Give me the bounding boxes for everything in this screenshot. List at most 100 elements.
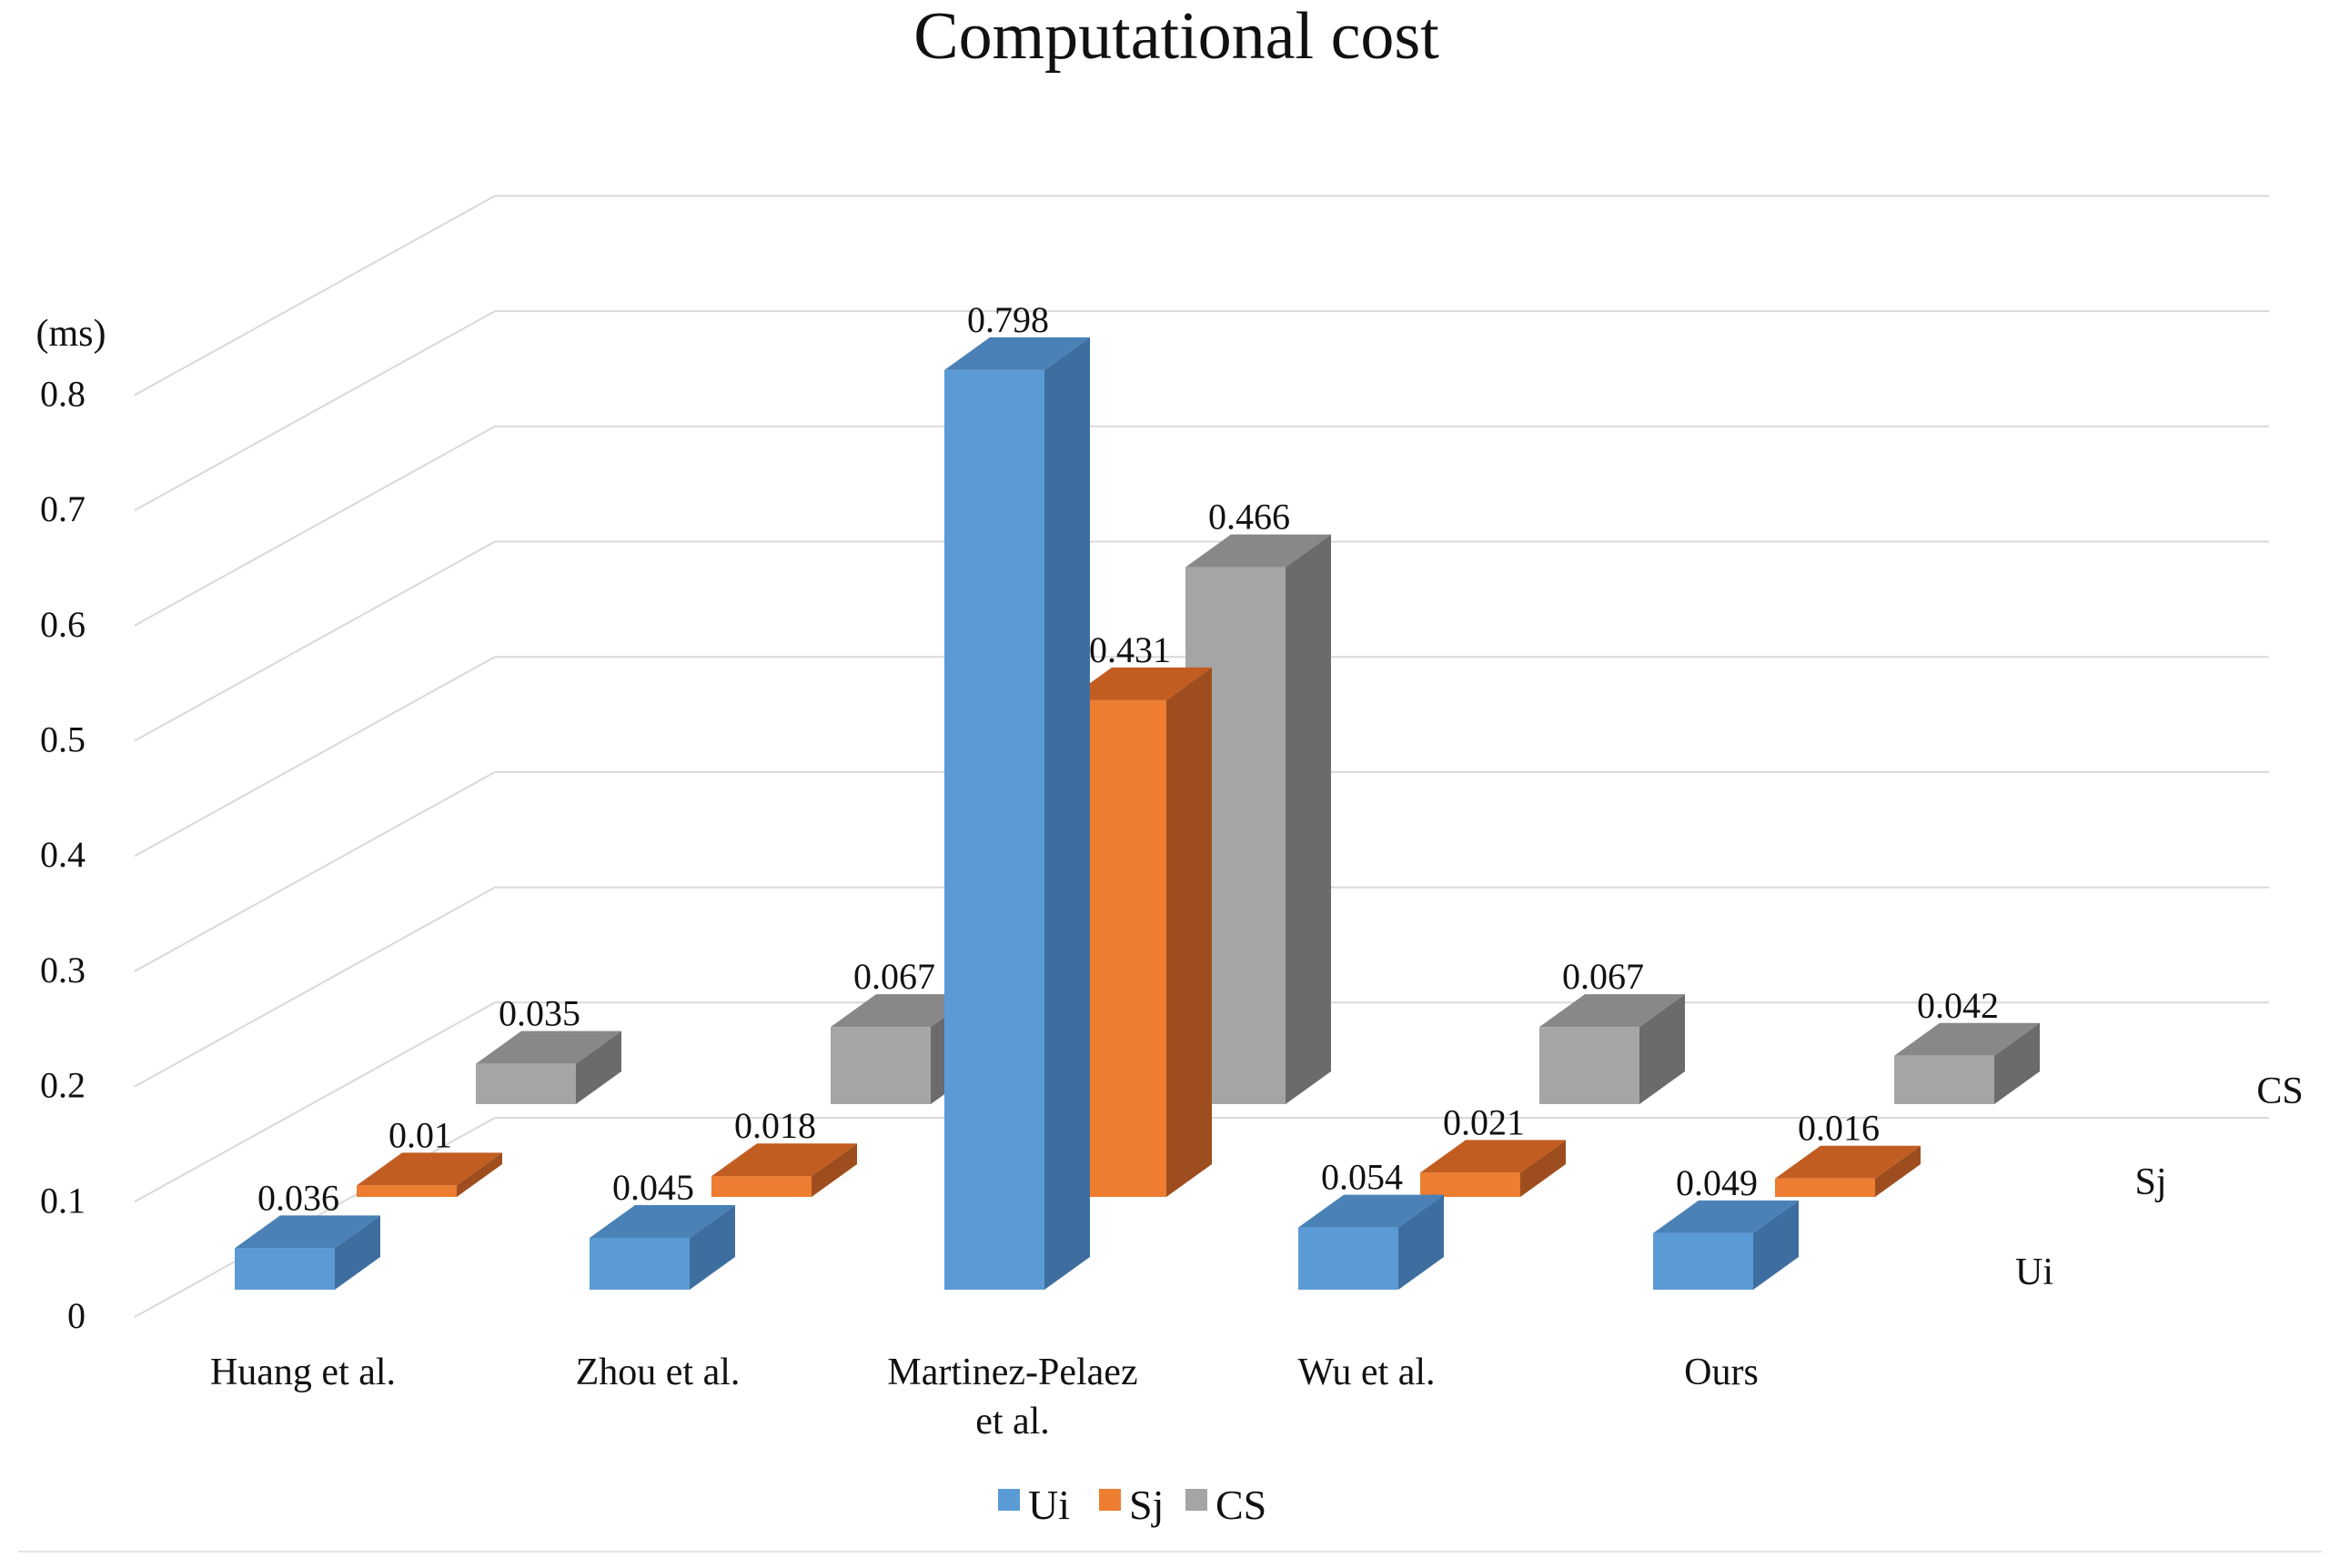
data-label-ui: 0.036	[257, 1177, 339, 1218]
data-label-cs: 0.067	[1562, 956, 1644, 997]
bar-ui-4	[1653, 1200, 1799, 1290]
bar-side-face	[1994, 1022, 2040, 1104]
depth-axis-labels: Ui Sj CS	[2015, 1070, 2304, 1293]
bar-front-face	[1539, 1027, 1639, 1104]
bar-top-face	[235, 1215, 380, 1249]
data-label-ui: 0.798	[967, 299, 1049, 340]
bar-front-face	[590, 1237, 690, 1290]
bar-sj-4	[1775, 1145, 1921, 1197]
bar-front-face	[476, 1063, 576, 1104]
y-tick-label: 0	[67, 1295, 86, 1336]
chart-title: Computational cost	[913, 0, 1439, 74]
data-label-sj: 0.018	[734, 1105, 816, 1146]
data-label-sj: 0.431	[1089, 629, 1171, 670]
bar-side-face	[1044, 337, 1090, 1291]
bar-side-face	[812, 1143, 857, 1197]
bar-front-face	[831, 1027, 931, 1104]
bar-top-face	[1420, 1140, 1566, 1173]
legend: Ui Sj CS	[998, 1482, 1266, 1528]
category-label: Martinez-Pelaez	[887, 1352, 1137, 1393]
y-tick-label: 0.7	[40, 488, 86, 529]
bar-top-face	[1298, 1194, 1444, 1228]
grid-diagonal	[134, 540, 496, 742]
bar-side-face	[1639, 994, 1685, 1104]
y-tick-label: 0.3	[40, 950, 86, 990]
bar-sj-1	[711, 1143, 857, 1197]
grid-diagonal	[134, 1001, 496, 1203]
grid-diagonal	[134, 886, 496, 1088]
bar-top-face	[357, 1152, 502, 1186]
bar-ui-1	[590, 1204, 735, 1290]
bar-cs-2	[1185, 534, 1331, 1104]
data-label-cs: 0.466	[1208, 497, 1290, 538]
category-label: Ours	[1684, 1352, 1759, 1393]
data-label-ui: 0.045	[612, 1167, 694, 1208]
bar-top-face	[944, 337, 1090, 370]
bar-side-face	[1166, 667, 1212, 1197]
bar-side-face	[1753, 1200, 1799, 1290]
data-label-cs: 0.035	[499, 993, 580, 1034]
bar-sj-3	[1420, 1140, 1566, 1197]
bar-ui-0	[235, 1215, 380, 1290]
category-label: Wu et al.	[1297, 1352, 1435, 1393]
y-tick-label: 0.8	[40, 373, 86, 414]
bar-top-face	[1539, 994, 1685, 1028]
data-label-cs: 0.067	[853, 956, 935, 997]
legend-label-cs: CS	[1215, 1482, 1266, 1528]
depth-label-ui: Ui	[2015, 1251, 2053, 1293]
category-label: Huang et al.	[210, 1352, 396, 1393]
bar-side-face	[576, 1030, 621, 1104]
data-label-sj: 0.01	[388, 1114, 452, 1155]
y-tick-label: 0.6	[40, 604, 86, 645]
bar-top-face	[1066, 667, 1212, 700]
y-axis: 0 0.1 0.2 0.3 0.4 0.5 0.6 0.7 0.8	[40, 373, 86, 1336]
category-label-line2: et al.	[975, 1401, 1050, 1442]
bar-top-face	[1894, 1022, 2040, 1056]
bar-front-face	[1420, 1172, 1520, 1197]
bar-top-face	[590, 1204, 735, 1238]
data-label-sj: 0.021	[1443, 1101, 1525, 1142]
y-tick-label: 0.4	[40, 834, 86, 875]
bar-side-face	[1398, 1194, 1444, 1290]
bar-top-face	[711, 1143, 857, 1177]
bar-top-face	[1775, 1145, 1921, 1179]
bars	[235, 337, 2040, 1291]
y-tick-label: 0.1	[40, 1180, 86, 1221]
grid-diagonal	[134, 195, 496, 397]
bar-cs-3	[1539, 994, 1685, 1104]
data-label-cs: 0.042	[1917, 985, 1999, 1026]
bar-side-face	[1286, 534, 1331, 1104]
bar-top-face	[1653, 1200, 1799, 1233]
bar-side-face	[335, 1215, 380, 1290]
y-tick-label: 0.5	[40, 719, 86, 760]
bar-ui-3	[1298, 1194, 1444, 1290]
bar-top-face	[476, 1030, 621, 1064]
bar-sj-0	[357, 1152, 502, 1197]
grid-diagonal	[134, 656, 496, 858]
depth-label-cs: CS	[2256, 1070, 2303, 1112]
bar-front-face	[1775, 1178, 1875, 1197]
data-label-ui: 0.049	[1676, 1162, 1758, 1203]
bar-front-face	[357, 1185, 457, 1197]
depth-label-sj: Sj	[2134, 1161, 2166, 1203]
y-tick-label: 0.2	[40, 1065, 86, 1106]
bar-front-face	[944, 369, 1044, 1291]
bar-side-face	[1875, 1145, 1921, 1197]
legend-label-ui: Ui	[1028, 1482, 1070, 1528]
data-label-sj: 0.016	[1798, 1108, 1880, 1149]
bar-top-face	[831, 994, 976, 1028]
grid-diagonal	[134, 310, 496, 511]
bar-front-face	[1894, 1055, 1994, 1104]
grid-diagonal	[134, 771, 496, 972]
legend-swatch-sj	[1099, 1489, 1121, 1511]
bar-side-face	[690, 1204, 735, 1290]
legend-swatch-cs	[1185, 1489, 1207, 1511]
bar-top-face	[1185, 534, 1331, 568]
grid-diagonal	[134, 425, 496, 627]
bar-front-face	[711, 1176, 812, 1197]
category-label: Zhou et al.	[576, 1352, 741, 1393]
bar-front-face	[1298, 1227, 1398, 1290]
bar-front-face	[235, 1248, 335, 1290]
data-labels: 0.035 0.067 0.466 0.067 0.042 0.01 0.018 0.431 0…	[257, 299, 1999, 1218]
